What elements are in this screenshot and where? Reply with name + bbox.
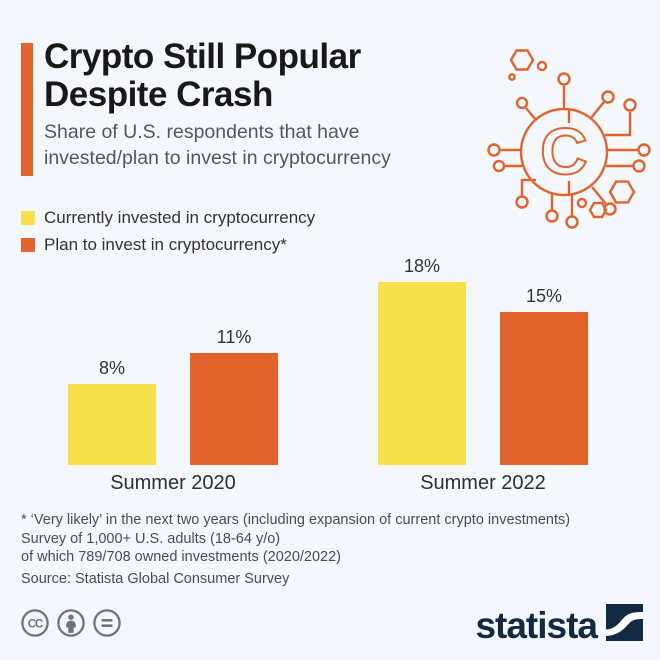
- legend-label: Currently invested in cryptocurrency: [44, 207, 316, 227]
- svg-text:C: C: [540, 114, 588, 188]
- bar-rect: [68, 384, 156, 465]
- subtitle-line-1: Share of U.S. respondents that have: [44, 121, 360, 143]
- legend-swatch-orange: [21, 237, 35, 252]
- crypto-coin-circuit-icon: C: [486, 40, 656, 235]
- bar: 8%: [68, 358, 156, 465]
- page-subtitle: Share of U.S. respondents that have inve…: [44, 119, 391, 171]
- statista-logo-text: statista: [475, 604, 598, 646]
- bar: 11%: [190, 327, 278, 465]
- statista-logo-mark-icon: [606, 604, 643, 646]
- chart-legend: Currently invested in cryptocurrency Pla…: [21, 204, 315, 258]
- footnote-line-3: of which 789/708 owned investments (2020…: [21, 549, 342, 565]
- category-label: Summer 2020: [110, 472, 236, 494]
- category-label: Summer 2022: [420, 472, 546, 494]
- title-line-2: Despite Crash: [44, 75, 273, 114]
- subtitle-line-2: invested/plan to invest in cryptocurrenc…: [44, 147, 391, 169]
- bar-value-label: 15%: [525, 286, 563, 306]
- title-line-1: Crypto Still Popular: [44, 37, 361, 76]
- svg-text:CC: CC: [28, 618, 43, 630]
- cc-icon[interactable]: CC: [20, 608, 50, 638]
- footnote-line-1: * ‘Very likely’ in the next two years (i…: [21, 512, 571, 528]
- attribution-person-icon[interactable]: [56, 608, 86, 638]
- bar-group-summer-2022: 18% 15%: [378, 256, 588, 465]
- statista-logo[interactable]: statista: [475, 604, 643, 646]
- bar-value-label: 8%: [98, 358, 125, 378]
- bar-rect: [190, 353, 278, 465]
- legend-item-plan-to-invest: Plan to invest in cryptocurrency*: [21, 231, 315, 258]
- bar-value-label: 11%: [216, 327, 252, 347]
- bar-rect: [378, 282, 466, 465]
- legend-item-currently-invested: Currently invested in cryptocurrency: [21, 204, 315, 231]
- bar: 15%: [500, 286, 588, 465]
- bar: 18%: [378, 256, 466, 465]
- footnotes: * ‘Very likely’ in the next two years (i…: [21, 511, 570, 588]
- page-title: Crypto Still Popular Despite Crash: [44, 38, 361, 114]
- no-derivatives-equals-icon[interactable]: [92, 608, 122, 638]
- bar-rect: [500, 312, 588, 465]
- bar-chart: 8% 11% Summer 2020 18% 15% Summer 2022: [0, 250, 660, 495]
- legend-swatch-yellow: [21, 210, 35, 225]
- footnote-line-2: Survey of 1,000+ U.S. adults (18-64 y/o): [21, 530, 281, 547]
- license-icons: CC: [20, 608, 122, 638]
- source-line: Source: Statista Global Consumer Survey: [21, 570, 290, 587]
- bar-value-label: 18%: [403, 256, 441, 276]
- title-accent-bar: [21, 43, 33, 176]
- bar-group-summer-2020: 8% 11%: [68, 327, 278, 465]
- legend-label: Plan to invest in cryptocurrency*: [44, 234, 287, 254]
